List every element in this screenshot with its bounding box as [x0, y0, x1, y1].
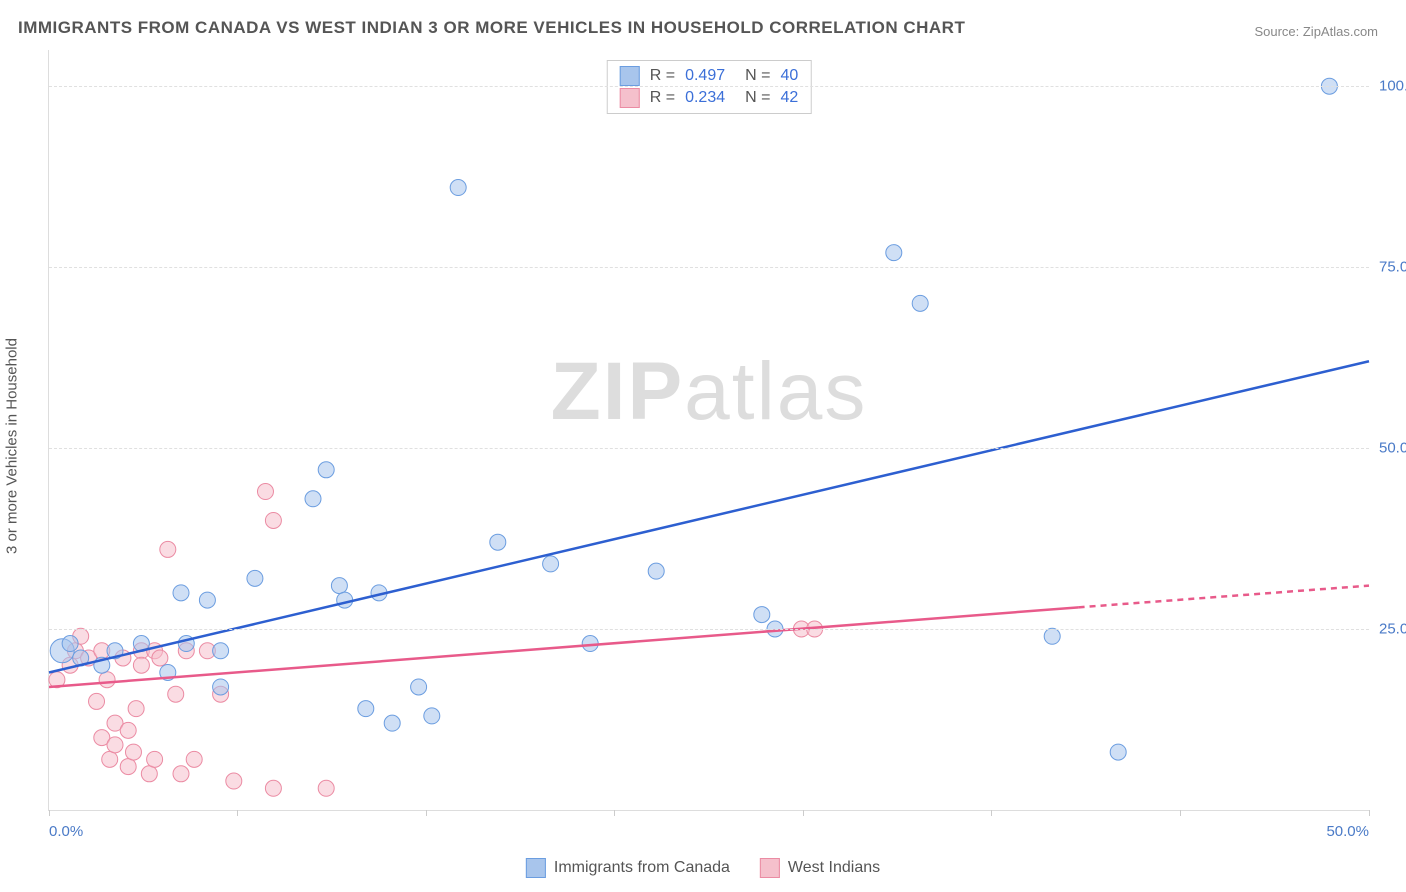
x-tick	[991, 810, 992, 816]
n-value-series2: 42	[780, 89, 798, 107]
data-point	[384, 715, 400, 731]
data-point	[754, 607, 770, 623]
data-point	[543, 556, 559, 572]
n-value-series1: 40	[780, 67, 798, 85]
series2-label: West Indians	[788, 859, 880, 877]
swatch-series1	[526, 858, 546, 878]
data-point	[331, 578, 347, 594]
chart-title: IMMIGRANTS FROM CANADA VS WEST INDIAN 3 …	[18, 18, 965, 38]
bottom-legend-item-series2: West Indians	[760, 858, 880, 878]
r-value-series1: 0.497	[685, 67, 725, 85]
plot-area: ZIPatlas R = 0.497 N = 40 R = 0.234 N = …	[48, 50, 1369, 811]
data-point	[141, 766, 157, 782]
x-tick	[803, 810, 804, 816]
chart-source: Source: ZipAtlas.com	[1254, 24, 1378, 39]
grid-line	[49, 267, 1369, 268]
legend-row-series1: R = 0.497 N = 40	[620, 65, 799, 87]
data-point	[265, 512, 281, 528]
n-label: N =	[745, 89, 770, 107]
data-point	[128, 701, 144, 717]
data-point	[318, 462, 334, 478]
data-point	[490, 534, 506, 550]
data-point	[213, 679, 229, 695]
r-label: R =	[650, 89, 675, 107]
data-point	[450, 180, 466, 196]
data-point	[133, 657, 149, 673]
data-point	[265, 780, 281, 796]
data-point	[247, 570, 263, 586]
series1-label: Immigrants from Canada	[554, 859, 730, 877]
trend-line	[1079, 586, 1369, 608]
data-point	[1044, 628, 1060, 644]
y-axis-label: 3 or more Vehicles in Household	[4, 338, 21, 554]
n-label: N =	[745, 67, 770, 85]
x-tick	[426, 810, 427, 816]
y-tick-label: 50.0%	[1379, 440, 1406, 457]
data-point	[147, 751, 163, 767]
y-tick-label: 75.0%	[1379, 259, 1406, 276]
bottom-legend-item-series1: Immigrants from Canada	[526, 858, 730, 878]
data-point	[358, 701, 374, 717]
data-point	[886, 245, 902, 261]
data-point	[107, 737, 123, 753]
data-point	[102, 751, 118, 767]
data-point	[62, 636, 78, 652]
trend-line	[49, 361, 1369, 672]
x-tick	[1180, 810, 1181, 816]
swatch-series2	[760, 858, 780, 878]
data-point	[99, 672, 115, 688]
x-tick	[1369, 810, 1370, 816]
data-point	[173, 585, 189, 601]
data-point	[226, 773, 242, 789]
data-point	[120, 722, 136, 738]
y-tick-label: 100.0%	[1379, 78, 1406, 95]
data-point	[213, 643, 229, 659]
x-tick-label: 50.0%	[1326, 823, 1369, 840]
data-point	[168, 686, 184, 702]
swatch-series1	[620, 66, 640, 86]
data-point	[257, 484, 273, 500]
data-point	[424, 708, 440, 724]
data-point	[199, 592, 215, 608]
data-point	[648, 563, 664, 579]
x-tick	[237, 810, 238, 816]
data-point	[337, 592, 353, 608]
data-point	[160, 541, 176, 557]
data-point	[305, 491, 321, 507]
y-tick-label: 25.0%	[1379, 621, 1406, 638]
data-point	[152, 650, 168, 666]
swatch-series2	[620, 88, 640, 108]
r-label: R =	[650, 67, 675, 85]
grid-line	[49, 629, 1369, 630]
data-point	[89, 693, 105, 709]
data-point	[411, 679, 427, 695]
x-tick	[614, 810, 615, 816]
data-point	[125, 744, 141, 760]
x-tick-label: 0.0%	[49, 823, 83, 840]
chart-container: IMMIGRANTS FROM CANADA VS WEST INDIAN 3 …	[0, 0, 1406, 892]
data-point	[318, 780, 334, 796]
data-point	[186, 751, 202, 767]
plot-svg	[49, 50, 1369, 810]
r-value-series2: 0.234	[685, 89, 725, 107]
x-tick	[49, 810, 50, 816]
grid-line	[49, 86, 1369, 87]
grid-line	[49, 448, 1369, 449]
bottom-legend: Immigrants from Canada West Indians	[526, 858, 880, 878]
data-point	[1110, 744, 1126, 760]
legend-row-series2: R = 0.234 N = 42	[620, 87, 799, 109]
data-point	[912, 295, 928, 311]
data-point	[173, 766, 189, 782]
data-point	[120, 759, 136, 775]
